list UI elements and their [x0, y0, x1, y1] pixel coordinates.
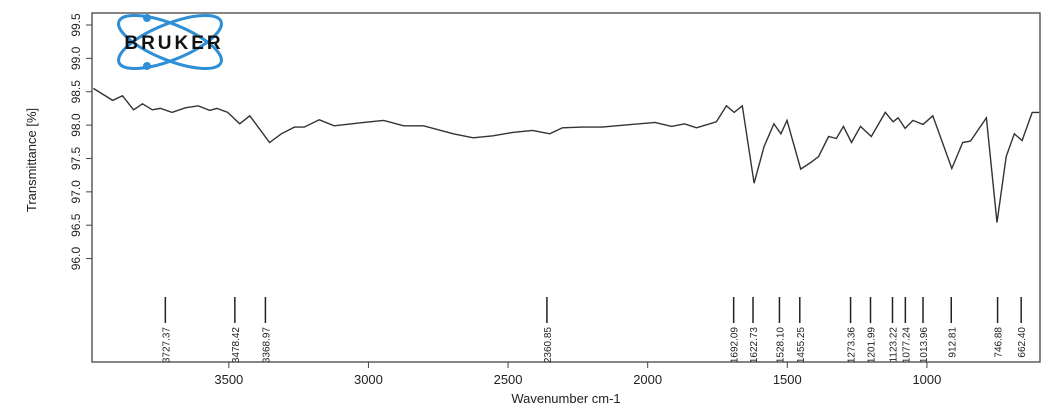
x-axis: 3500 3000 2500 2000 1500 1000	[214, 362, 941, 387]
logo-text: BRUKER	[124, 33, 223, 54]
y-tick-label: 97.5	[69, 146, 83, 170]
y-axis-label: Transmittance [%]	[24, 108, 39, 212]
y-axis: 96.0 96.5 97.0 97.5 98.0 98.5 99.0 99.5	[69, 13, 92, 270]
plot-frame	[91, 12, 1041, 363]
peak-label: 3727.37	[161, 327, 172, 364]
peak-label: 1013.96	[919, 327, 930, 364]
peak-label: 912.81	[947, 327, 958, 358]
peak-annotations: 3727.37 3478.42 3368.97 2360.85 1692.09 1622.…	[161, 297, 1028, 363]
x-tick-label: 1000	[912, 372, 941, 387]
y-tick-label: 97.0	[69, 180, 83, 204]
logo-electron-2	[143, 62, 151, 70]
peak-label: 1123.22	[889, 327, 900, 363]
peak-label: 1273.36	[847, 327, 858, 364]
x-tick-label: 3000	[354, 372, 383, 387]
peak-label: 1077.24	[901, 327, 912, 364]
y-tick-label: 96.0	[69, 247, 83, 271]
peak-label: 662.40	[1017, 327, 1028, 358]
y-tick-label: 98.5	[69, 80, 83, 104]
logo-electron-1	[143, 14, 151, 22]
x-tick-label: 1500	[773, 372, 802, 387]
x-tick-label: 3500	[214, 372, 243, 387]
spectrum-line	[93, 87, 1040, 223]
peak-label: 3368.97	[261, 327, 272, 364]
logo-orbit-2	[117, 13, 223, 71]
peak-label: 1692.09	[730, 327, 741, 364]
y-tick-label: 99.5	[69, 13, 83, 37]
peak-label: 1201.99	[867, 327, 878, 364]
peak-label: 1455.25	[796, 327, 807, 364]
bruker-logo: BRUKER	[117, 13, 223, 71]
x-axis-label: Wavenumber cm-1	[511, 391, 620, 406]
peak-label: 2360.85	[543, 327, 554, 364]
peak-label: 1622.73	[749, 327, 760, 364]
peak-label: 746.88	[994, 327, 1005, 358]
x-tick-label: 2500	[494, 372, 523, 387]
x-tick-label: 2000	[633, 372, 662, 387]
peak-label: 3478.42	[231, 327, 242, 364]
y-tick-label: 96.5	[69, 213, 83, 237]
logo-orbit-1	[117, 13, 223, 71]
peak-label: 1528.10	[775, 327, 786, 364]
y-tick-label: 99.0	[69, 46, 83, 70]
y-tick-label: 98.0	[69, 113, 83, 137]
